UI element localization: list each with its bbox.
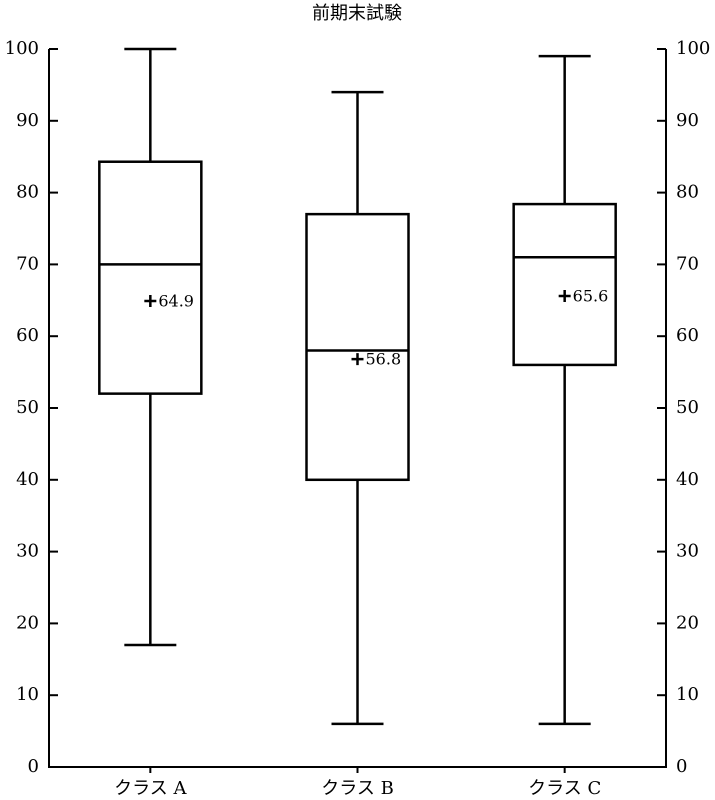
- x-tick-label: クラス C: [528, 778, 601, 799]
- y-tick-label: 60: [16, 325, 39, 346]
- box: [98, 160, 203, 395]
- x-tick-label: クラス A: [114, 778, 187, 799]
- chart-title: 前期末試験: [312, 3, 402, 24]
- mean-label: 64.9: [158, 292, 194, 311]
- y-tick-label: 100: [5, 38, 39, 59]
- mean-label: 65.6: [573, 286, 609, 305]
- y2-tick-label: 10: [676, 684, 699, 705]
- y2-tick-label: 50: [676, 397, 699, 418]
- mean-marker: [144, 295, 157, 308]
- y-tick-label: 30: [16, 541, 39, 562]
- y2-tick-label: 80: [676, 182, 699, 203]
- y-tick-label: 80: [16, 182, 39, 203]
- y-tick-label: 40: [16, 469, 39, 490]
- y-tick-label: 10: [16, 684, 39, 705]
- y2-tick-label: 90: [676, 110, 699, 131]
- mean-marker: [351, 353, 364, 366]
- y2-tick-label: 30: [676, 541, 699, 562]
- y-tick-label: 50: [16, 397, 39, 418]
- y2-tick-label: 0: [676, 756, 687, 777]
- y-tick-label: 90: [16, 110, 39, 131]
- y-tick-label: 20: [16, 612, 39, 633]
- y2-tick-label: 100: [676, 38, 710, 59]
- x-tick-label: クラス B: [321, 778, 394, 799]
- y2-tick-label: 40: [676, 469, 699, 490]
- y-tick-label: 70: [16, 253, 39, 274]
- box: [305, 212, 410, 482]
- y2-tick-label: 60: [676, 325, 699, 346]
- y2-tick-label: 70: [676, 253, 699, 274]
- mean-label: 56.8: [366, 350, 402, 369]
- box: [512, 202, 617, 367]
- y-tick-label: 0: [28, 756, 39, 777]
- mean-marker: [558, 289, 571, 302]
- y2-tick-label: 20: [676, 612, 699, 633]
